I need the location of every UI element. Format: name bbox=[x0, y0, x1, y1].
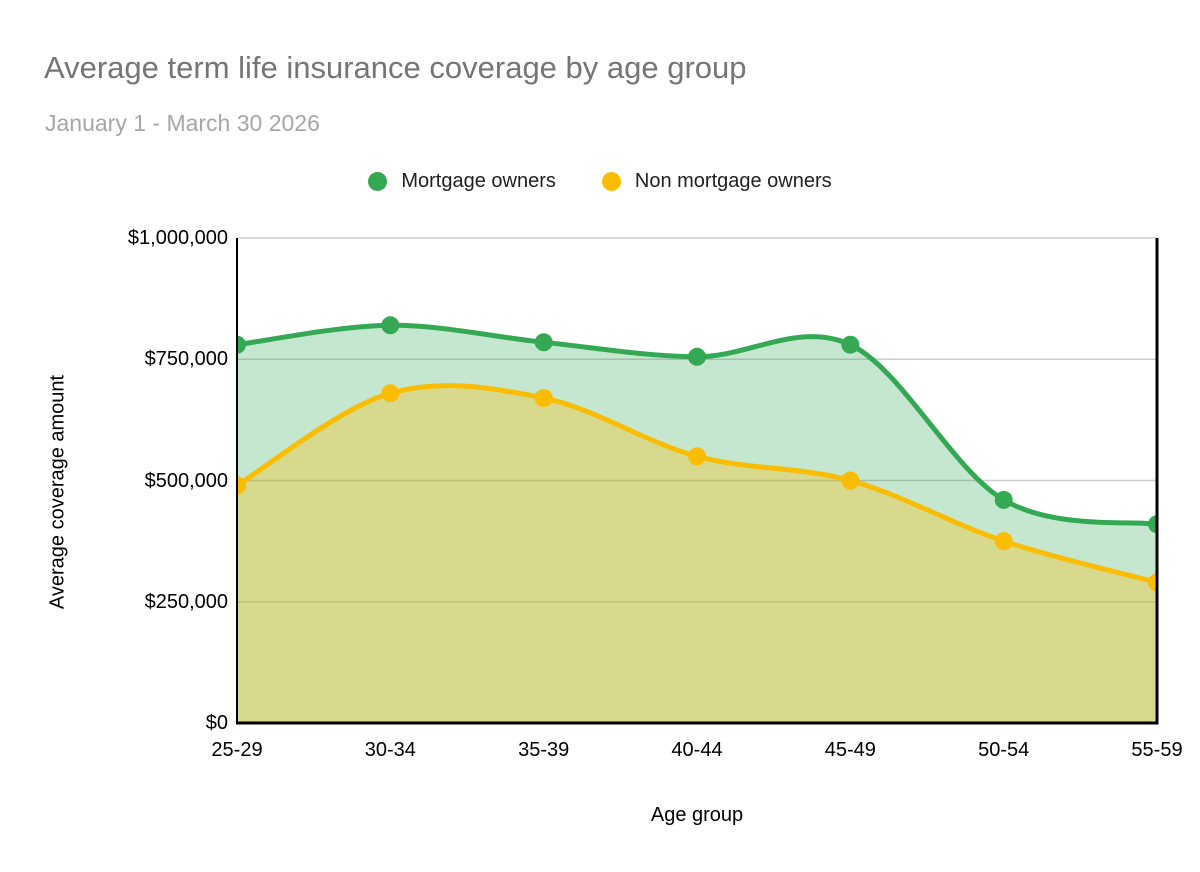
data-point[interactable] bbox=[1148, 515, 1166, 534]
series-area bbox=[237, 325, 1157, 723]
legend-item-non-mortgage-owners: Non mortgage owners bbox=[601, 170, 832, 193]
series-area bbox=[237, 385, 1157, 723]
data-point[interactable] bbox=[381, 316, 400, 335]
y-tick-label: $750,000 bbox=[144, 348, 228, 371]
data-point[interactable] bbox=[534, 389, 553, 407]
data-point[interactable] bbox=[994, 532, 1013, 551]
x-tick-label: 50-54 bbox=[978, 739, 1030, 761]
legend: Mortgage owners Non mortgage owners bbox=[0, 170, 1200, 193]
data-point[interactable] bbox=[534, 333, 553, 352]
data-point[interactable] bbox=[841, 335, 860, 354]
data-point[interactable] bbox=[994, 490, 1013, 509]
legend-item-mortgage-owners: Mortgage owners bbox=[368, 170, 556, 193]
y-axis-title: Average coverage amount bbox=[46, 374, 69, 610]
data-point[interactable] bbox=[228, 476, 246, 495]
legend-swatch-icon bbox=[368, 172, 388, 191]
data-point[interactable] bbox=[688, 347, 706, 366]
data-point[interactable] bbox=[841, 471, 860, 490]
data-point[interactable] bbox=[228, 335, 246, 354]
chart-title: Average term life insurance coverage by … bbox=[44, 50, 747, 85]
x-tick-label: 40-44 bbox=[671, 739, 723, 761]
x-tick-label: 25-29 bbox=[211, 739, 263, 761]
y-tick-label: $0 bbox=[205, 712, 228, 734]
legend-label-non-mortgage-owners: Non mortgage owners bbox=[634, 170, 832, 192]
legend-swatch-icon bbox=[601, 172, 621, 191]
y-tick-label: $250,000 bbox=[144, 590, 228, 613]
x-tick-label: 35-39 bbox=[518, 739, 570, 761]
data-point[interactable] bbox=[688, 447, 706, 466]
data-point[interactable] bbox=[1148, 573, 1166, 592]
chart-subtitle: January 1 - March 30 2026 bbox=[45, 110, 320, 136]
legend-label-mortgage-owners: Mortgage owners bbox=[401, 170, 556, 192]
x-tick-label: 45-49 bbox=[824, 739, 876, 761]
data-point[interactable] bbox=[381, 384, 400, 403]
x-tick-label: 55-59 bbox=[1131, 739, 1183, 761]
y-tick-label: $1,000,000 bbox=[127, 227, 228, 249]
x-axis-title: Age group bbox=[650, 804, 744, 826]
y-tick-label: $500,000 bbox=[144, 469, 228, 492]
x-tick-label: 30-34 bbox=[364, 739, 416, 761]
